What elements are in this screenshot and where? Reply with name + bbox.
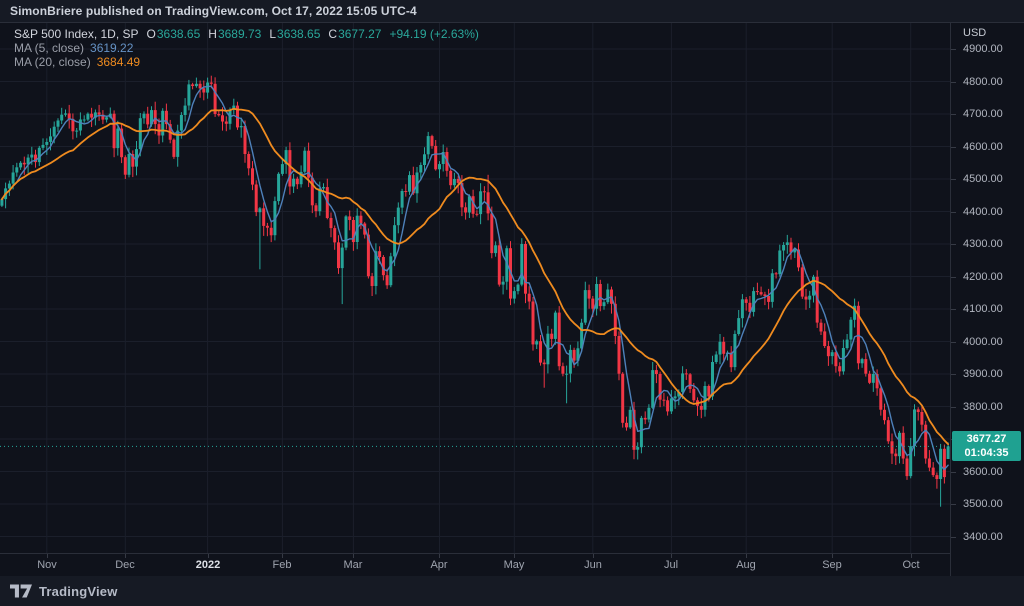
price-tick-mark bbox=[951, 179, 956, 180]
price-tick-label: 3900.00 bbox=[963, 368, 1003, 380]
time-tick-mark bbox=[47, 554, 48, 558]
chart-plot-area[interactable]: S&P 500 Index, 1D, SP O3638.65 H3689.73 … bbox=[0, 23, 950, 553]
ma20-value: 3684.49 bbox=[96, 55, 141, 69]
price-tick-label: 4400.00 bbox=[963, 205, 1003, 218]
ohlc-low: L3638.65 bbox=[269, 27, 321, 41]
symbol-legend-row[interactable]: S&P 500 Index, 1D, SP O3638.65 H3689.73 … bbox=[14, 27, 479, 41]
price-tick-mark bbox=[951, 472, 956, 473]
ma5-legend-row[interactable]: MA (5, close) 3619.22 bbox=[14, 41, 479, 55]
price-tick-mark bbox=[951, 114, 956, 115]
ohlc-high-value: 3689.73 bbox=[217, 27, 262, 41]
time-tick-label-oct: Oct bbox=[902, 559, 920, 571]
time-tick-mark bbox=[514, 554, 515, 558]
price-tick-mark bbox=[951, 244, 956, 245]
price-tick-mark bbox=[951, 504, 956, 505]
time-tick-mark bbox=[282, 554, 283, 558]
ma20-legend-row[interactable]: MA (20, close) 3684.49 bbox=[14, 55, 479, 69]
price-tick-label: 3800.00 bbox=[963, 400, 1003, 413]
last-price-value: 3677.27 bbox=[966, 433, 1007, 446]
time-tick-label-nov: Nov bbox=[37, 559, 57, 571]
time-tick-mark bbox=[125, 554, 126, 558]
ohlc-open: O3638.65 bbox=[146, 27, 201, 41]
tradingview-brand-text[interactable]: TradingView bbox=[39, 583, 118, 599]
chart-panel: S&P 500 Index, 1D, SP O3638.65 H3689.73 … bbox=[0, 22, 1024, 577]
symbol-title: S&P 500 Index, 1D, SP bbox=[14, 27, 139, 41]
time-tick-mark bbox=[746, 554, 747, 558]
price-tick-mark bbox=[951, 147, 956, 148]
ohlc-high: H3689.73 bbox=[208, 27, 262, 41]
time-tick-mark bbox=[439, 554, 440, 558]
time-tick-label-apr: Apr bbox=[430, 559, 448, 571]
chart-legend: S&P 500 Index, 1D, SP O3638.65 H3689.73 … bbox=[14, 27, 479, 69]
price-chart[interactable] bbox=[0, 23, 950, 553]
publish-info-text: SimonBriere published on TradingView.com… bbox=[10, 4, 417, 18]
time-tick-label-feb: Feb bbox=[272, 559, 292, 571]
price-axis[interactable]: USD 3677.27 01:04:35 4900.00 4800.00 4700.… bbox=[950, 23, 1024, 576]
price-tick-label: 3600.00 bbox=[963, 465, 1003, 478]
time-tick-mark bbox=[353, 554, 354, 558]
time-tick-label-dec: Dec bbox=[115, 559, 135, 571]
currency-label: USD bbox=[963, 27, 987, 39]
price-tick-label: 3400.00 bbox=[963, 530, 1003, 543]
price-tick-label: 4000.00 bbox=[963, 335, 1003, 348]
change-value: +94.19 (+2.63%) bbox=[389, 27, 479, 41]
price-tick-mark bbox=[951, 277, 956, 278]
tradingview-logo-icon[interactable] bbox=[10, 584, 32, 598]
price-tick-mark bbox=[951, 537, 956, 538]
time-tick-mark bbox=[832, 554, 833, 558]
time-tick-label-mar: Mar bbox=[343, 559, 363, 571]
ma20-label: MA (20, close) bbox=[14, 55, 91, 69]
time-tick-label-may: May bbox=[503, 559, 525, 571]
price-tick-mark bbox=[951, 374, 956, 375]
footer-bar: TradingView bbox=[0, 576, 1024, 606]
price-tick-label: 4900.00 bbox=[963, 43, 1003, 55]
price-tick-mark bbox=[951, 82, 956, 83]
price-tick-label: 4200.00 bbox=[963, 270, 1003, 283]
time-tick-mark bbox=[593, 554, 594, 558]
bar-countdown: 01:04:35 bbox=[964, 447, 1009, 460]
price-tick-mark bbox=[951, 49, 956, 50]
time-tick-mark bbox=[208, 554, 209, 558]
ohlc-close-value: 3677.27 bbox=[338, 27, 382, 41]
price-tick-label: 4800.00 bbox=[963, 75, 1003, 88]
ohlc-low-value: 3638.65 bbox=[277, 27, 321, 41]
time-tick-label-jul: Jul bbox=[663, 559, 679, 571]
price-tick-mark bbox=[951, 407, 956, 408]
price-tick-label: 4600.00 bbox=[963, 140, 1003, 153]
time-tick-label-jun: Jun bbox=[584, 559, 602, 571]
ma5-label: MA (5, close) bbox=[14, 41, 85, 55]
price-tick-mark bbox=[951, 342, 956, 343]
time-tick-label-2022: 2022 bbox=[195, 559, 221, 571]
ma5-value: 3619.22 bbox=[90, 41, 134, 55]
publish-info-bar: SimonBriere published on TradingView.com… bbox=[0, 0, 1024, 22]
price-tick-label: 4500.00 bbox=[963, 173, 1003, 185]
ohlc-open-value: 3638.65 bbox=[156, 27, 201, 41]
price-tick-label: 4700.00 bbox=[963, 108, 1003, 120]
price-tick-label: 4100.00 bbox=[963, 303, 1003, 315]
time-tick-mark bbox=[671, 554, 672, 558]
price-tick-label: 3500.00 bbox=[963, 498, 1003, 510]
price-tick-label: 4300.00 bbox=[963, 238, 1003, 250]
last-price-badge: 3677.27 01:04:35 bbox=[952, 431, 1021, 462]
time-tick-mark bbox=[911, 554, 912, 558]
price-tick-mark bbox=[951, 309, 956, 310]
time-tick-label-aug: Aug bbox=[736, 559, 756, 571]
price-tick-mark bbox=[951, 212, 956, 213]
time-axis[interactable]: Nov Dec 2022 Feb Mar Apr May Jun Jul Aug Sep Oct bbox=[0, 553, 950, 576]
time-tick-label-sep: Sep bbox=[822, 559, 842, 571]
ohlc-close: C3677.27 bbox=[328, 27, 382, 41]
